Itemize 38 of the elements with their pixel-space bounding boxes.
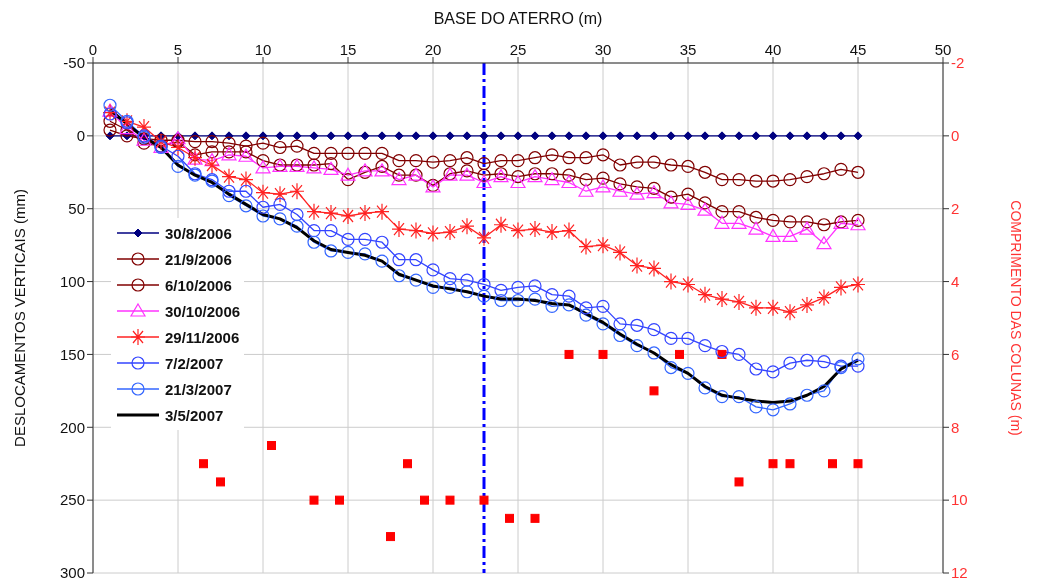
y2-tick-label: 2 xyxy=(951,200,960,218)
x-tick-label: 45 xyxy=(849,41,867,58)
y-axis-title: DESLOCAMENTOS VERTICAIS (mm) xyxy=(11,189,29,447)
y2-tick-label: 6 xyxy=(951,345,960,363)
y-tick-label: 200 xyxy=(59,418,85,436)
legend-label: 6/10/2006 xyxy=(165,276,232,294)
legend-label: 29/11/2006 xyxy=(165,328,240,346)
legend-label: 3/5/2007 xyxy=(165,406,224,424)
legend-label: 30/10/2006 xyxy=(165,302,241,320)
x-tick-label: 5 xyxy=(173,41,183,58)
y2-tick-label: 12 xyxy=(951,564,968,582)
x-tick-label: 50 xyxy=(934,41,952,58)
legend-label: 30/8/2006 xyxy=(165,224,232,242)
legend-label: 21/3/2007 xyxy=(165,380,232,398)
y2-tick-label: -2 xyxy=(951,54,965,72)
y-tick-label: -50 xyxy=(63,54,85,72)
y-tick-label: 250 xyxy=(59,491,85,509)
legend-label: 7/2/2007 xyxy=(165,354,224,372)
x-tick-label: 25 xyxy=(509,41,527,58)
x-tick-label: 10 xyxy=(254,41,272,58)
legend-label: 21/9/2006 xyxy=(165,250,232,268)
y-tick-label: 300 xyxy=(59,564,85,582)
y-tick-label: 0 xyxy=(76,127,85,145)
y2-axis-title: COMPRIMENTO DAS COLUNAS (m) xyxy=(1008,200,1025,436)
y-tick-label: 150 xyxy=(59,345,85,363)
y2-tick-label: 0 xyxy=(951,127,960,145)
y2-tick-label: 8 xyxy=(951,418,960,436)
x-tick-label: 40 xyxy=(764,41,782,58)
x-tick-label: 0 xyxy=(88,41,98,58)
x-axis-title: BASE DO ATERRO (m) xyxy=(433,10,603,28)
y-tick-label: 50 xyxy=(68,200,85,218)
x-tick-label: 20 xyxy=(424,41,442,58)
y2-tick-label: 10 xyxy=(951,491,968,509)
x-tick-label: 30 xyxy=(594,41,612,58)
x-tick-label: 15 xyxy=(339,41,357,58)
y-tick-label: 100 xyxy=(59,272,85,290)
y2-tick-label: 4 xyxy=(951,272,960,290)
x-tick-label: 35 xyxy=(679,41,697,58)
